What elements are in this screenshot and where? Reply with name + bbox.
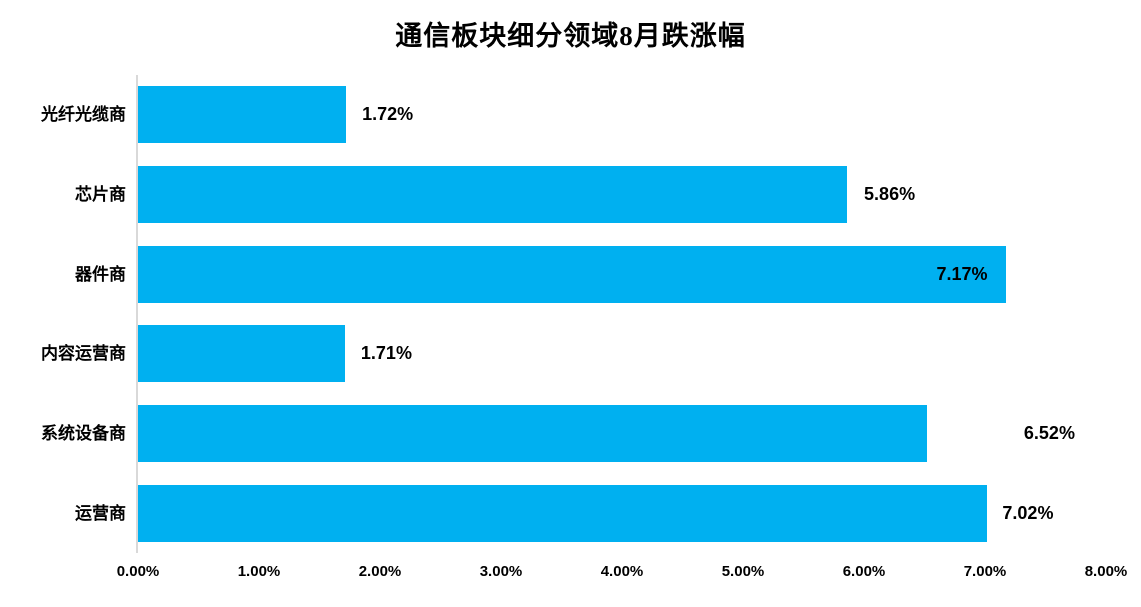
bar xyxy=(138,86,347,144)
x-tick-label: 8.00% xyxy=(1084,563,1128,580)
y-axis-line xyxy=(136,75,138,553)
category-label: 芯片商 xyxy=(75,185,126,204)
x-tick-label: 0.00% xyxy=(116,563,160,580)
value-label: 7.17% xyxy=(936,263,988,284)
category-label: 系统设备商 xyxy=(41,424,126,443)
value-label: 5.86% xyxy=(864,184,916,204)
value-label: 7.02% xyxy=(1002,502,1054,523)
bar xyxy=(138,166,848,223)
bar xyxy=(138,484,988,542)
x-tick-label: 4.00% xyxy=(600,563,644,580)
plot-area xyxy=(138,75,1106,553)
x-tick-label: 2.00% xyxy=(358,563,402,580)
x-tick-label: 3.00% xyxy=(479,563,523,580)
x-tick-label: 6.00% xyxy=(842,563,886,580)
category-label: 光纤光缆商 xyxy=(41,105,126,125)
bar xyxy=(138,325,345,383)
x-tick-label: 1.00% xyxy=(237,563,281,580)
bar xyxy=(138,405,927,462)
x-tick-label: 7.00% xyxy=(963,563,1007,580)
category-label: 器件商 xyxy=(75,264,126,284)
bar xyxy=(138,245,1006,303)
value-label: 1.72% xyxy=(362,104,414,125)
chart-title: 通信板块细分领域8月跌涨幅 xyxy=(395,21,746,51)
category-label: 运营商 xyxy=(75,503,126,523)
category-label: 内容运营商 xyxy=(41,344,126,364)
x-tick-label: 5.00% xyxy=(721,563,765,580)
value-label: 6.52% xyxy=(1023,423,1075,443)
value-label: 1.71% xyxy=(360,343,412,364)
